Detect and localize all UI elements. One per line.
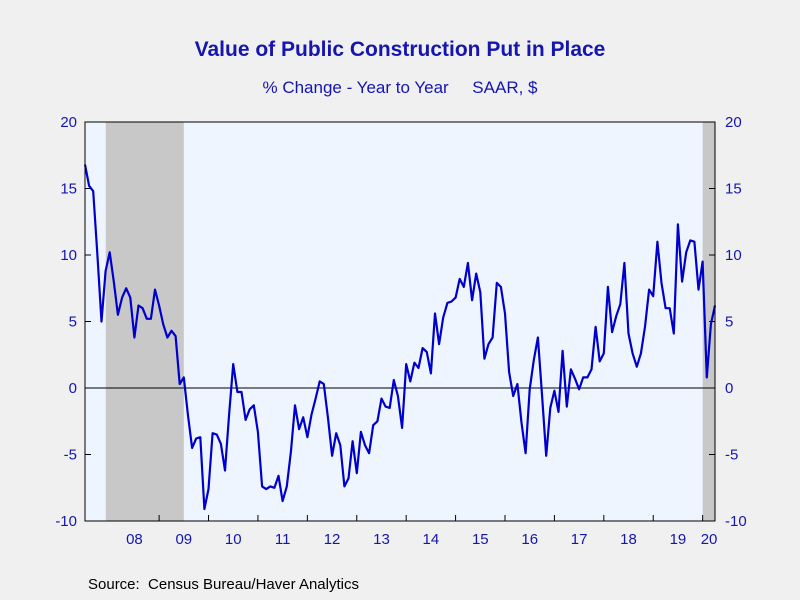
series-layer: [83, 164, 717, 511]
y-tick-label-left: 15: [60, 181, 77, 198]
x-tick-label: 08: [126, 531, 143, 548]
x-tick-label: 16: [521, 531, 538, 548]
x-tick-label: 20: [701, 531, 718, 548]
y-tick-label-right: 20: [725, 114, 742, 131]
plot-background: [85, 122, 715, 521]
x-axis-labels: 08 09 10 11 12 13 14 15 16 17 18 19 20: [126, 531, 717, 548]
y-tick-label-left: 20: [60, 114, 77, 131]
y-axis-left-labels: -10 -5 0 5 10 15 20: [55, 114, 77, 530]
y-tick-label-right: -5: [725, 447, 738, 464]
x-tick-label: 19: [670, 531, 687, 548]
y-tick-label-right: 10: [725, 247, 742, 264]
y-tick-label-left: 10: [60, 247, 77, 264]
y-tick-label-left: -10: [55, 513, 77, 530]
y-tick-label-right: 15: [725, 181, 742, 198]
y-tick-label-left: 5: [69, 314, 77, 331]
chart-title: Value of Public Construction Put in Plac…: [194, 38, 606, 61]
recession-bands: [105, 122, 715, 521]
x-tick-label: 11: [275, 531, 291, 548]
x-tick-label: 17: [571, 531, 588, 548]
y-axis-right-labels: -10 -5 0 5 10 15 20: [725, 114, 747, 530]
series-line-0: [83, 164, 717, 511]
x-tick-label: 15: [472, 531, 489, 548]
recession-band-1: [702, 122, 715, 521]
x-tick-label: 14: [423, 531, 440, 548]
recession-band-0: [105, 122, 184, 521]
y-tick-label-right: 5: [725, 314, 733, 331]
source-note: Source: Census Bureau/Haver Analytics: [88, 576, 359, 593]
y-tick-label-left: 0: [69, 380, 77, 397]
x-tick-label: 09: [175, 531, 192, 548]
plot-frame: [84, 121, 716, 522]
y-tick-label-right: -10: [725, 513, 747, 530]
y-tick-label-right: 0: [725, 380, 733, 397]
x-tick-label: 18: [620, 531, 637, 548]
chart-subtitle: % Change - Year to Year SAAR, $: [262, 78, 538, 97]
x-tick-label: 13: [373, 531, 390, 548]
x-tick-label: 12: [324, 531, 341, 548]
y-tick-label-left: -5: [64, 447, 77, 464]
x-tick-label: 10: [225, 531, 242, 548]
